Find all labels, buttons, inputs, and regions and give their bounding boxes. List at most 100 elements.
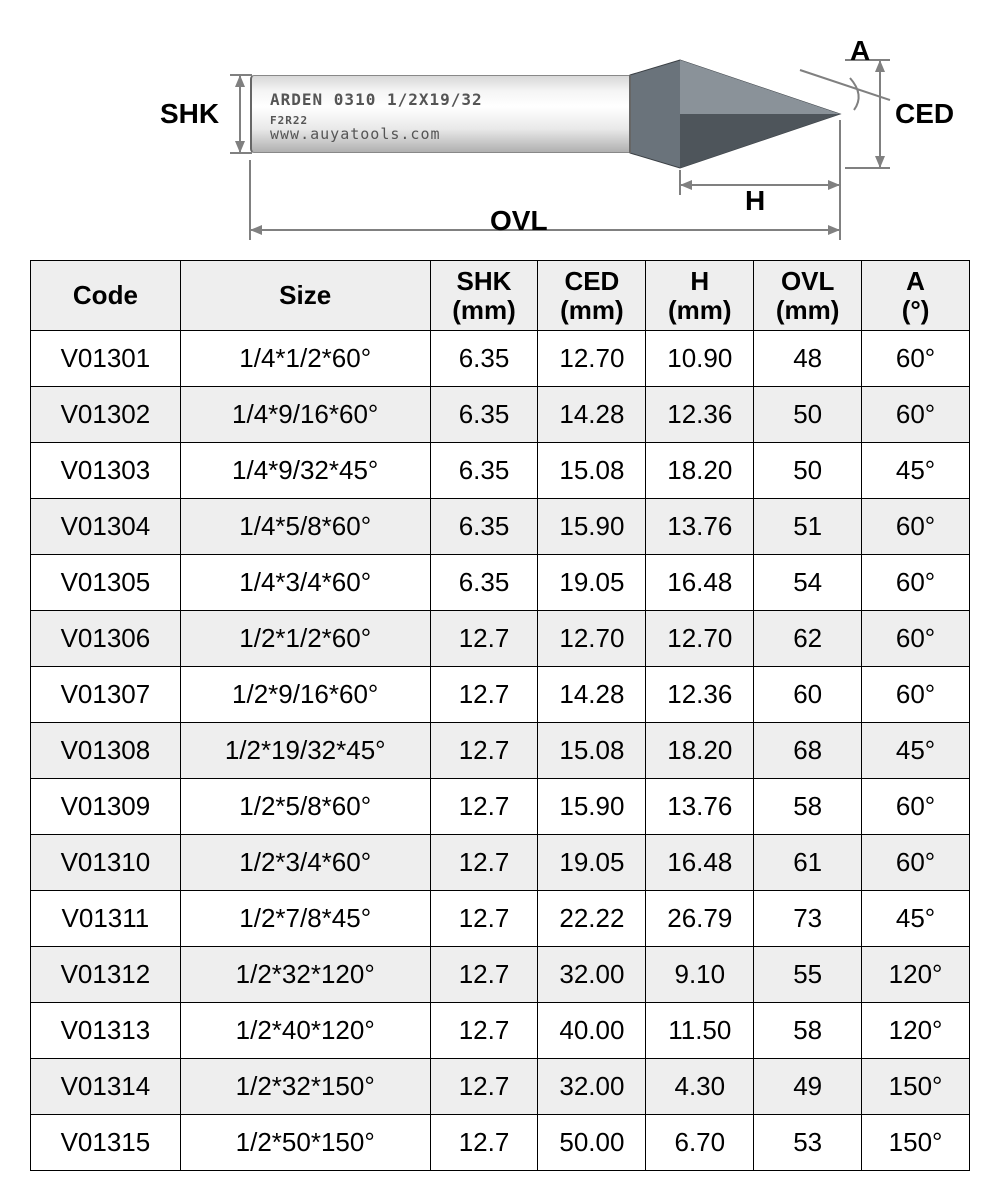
table-cell: 12.7	[430, 667, 538, 723]
table-cell: 61	[754, 835, 862, 891]
table-cell: V01303	[31, 443, 181, 499]
table-cell: 1/4*1/2*60°	[180, 331, 430, 387]
table-cell: 60°	[862, 779, 970, 835]
table-cell: 45°	[862, 723, 970, 779]
table-cell: V01312	[31, 947, 181, 1003]
table-cell: 1/2*40*120°	[180, 1003, 430, 1059]
table-cell: V01311	[31, 891, 181, 947]
table-cell: 1/2*50*150°	[180, 1115, 430, 1171]
table-cell: 60°	[862, 835, 970, 891]
table-row: V013141/2*32*150°12.732.004.3049150°	[31, 1059, 970, 1115]
table-cell: 60°	[862, 387, 970, 443]
table-cell: 120°	[862, 947, 970, 1003]
table-cell: 15.08	[538, 723, 646, 779]
table-cell: 32.00	[538, 1059, 646, 1115]
table-row: V013041/4*5/8*60°6.3515.9013.765160°	[31, 499, 970, 555]
table-cell: 60°	[862, 667, 970, 723]
table-row: V013121/2*32*120°12.732.009.1055120°	[31, 947, 970, 1003]
table-cell: 12.70	[646, 611, 754, 667]
table-cell: 68	[754, 723, 862, 779]
table-cell: 22.22	[538, 891, 646, 947]
header-text: Code	[73, 280, 138, 310]
table-cell: V01305	[31, 555, 181, 611]
table-body: V013011/4*1/2*60°6.3512.7010.904860°V013…	[31, 331, 970, 1171]
table-cell: 16.48	[646, 835, 754, 891]
table-cell: 1/4*9/32*45°	[180, 443, 430, 499]
table-cell: 6.35	[430, 555, 538, 611]
table-cell: 6.35	[430, 443, 538, 499]
table-cell: V01310	[31, 835, 181, 891]
table-cell: 51	[754, 499, 862, 555]
table-cell: 26.79	[646, 891, 754, 947]
table-row: V013031/4*9/32*45°6.3515.0818.205045°	[31, 443, 970, 499]
table-cell: 15.08	[538, 443, 646, 499]
table-row: V013021/4*9/16*60°6.3514.2812.365060°	[31, 387, 970, 443]
header-text: H	[690, 266, 709, 296]
table-row: V013051/4*3/4*60°6.3519.0516.485460°	[31, 555, 970, 611]
table-cell: 1/4*5/8*60°	[180, 499, 430, 555]
table-cell: 14.28	[538, 667, 646, 723]
table-cell: 1/2*19/32*45°	[180, 723, 430, 779]
header-text: CED	[564, 266, 619, 296]
table-cell: 13.76	[646, 779, 754, 835]
table-cell: V01306	[31, 611, 181, 667]
table-cell: 40.00	[538, 1003, 646, 1059]
table-cell: 4.30	[646, 1059, 754, 1115]
table-row: V013101/2*3/4*60°12.719.0516.486160°	[31, 835, 970, 891]
table-cell: 55	[754, 947, 862, 1003]
table-cell: 13.76	[646, 499, 754, 555]
col-header-ovl: OVL(mm)	[754, 261, 862, 331]
table-cell: V01313	[31, 1003, 181, 1059]
table-cell: 58	[754, 779, 862, 835]
col-header-a: A(°)	[862, 261, 970, 331]
table-cell: 16.48	[646, 555, 754, 611]
table-cell: V01301	[31, 331, 181, 387]
tool-diagram: ARDEN 0310 1/2X19/32 F2R22 www.auyatools…	[30, 20, 970, 250]
table-cell: 1/2*3/4*60°	[180, 835, 430, 891]
table-cell: 18.20	[646, 443, 754, 499]
table-cell: 60°	[862, 555, 970, 611]
table-cell: 60°	[862, 499, 970, 555]
table-cell: 12.7	[430, 1115, 538, 1171]
table-row: V013071/2*9/16*60°12.714.2812.366060°	[31, 667, 970, 723]
table-cell: V01308	[31, 723, 181, 779]
col-header-ced: CED(mm)	[538, 261, 646, 331]
tool-engraving-line2: www.auyatools.com	[270, 125, 441, 143]
label-shk: SHK	[160, 98, 219, 130]
table-cell: 12.7	[430, 947, 538, 1003]
table-cell: 1/2*5/8*60°	[180, 779, 430, 835]
table-cell: 19.05	[538, 835, 646, 891]
table-cell: 49	[754, 1059, 862, 1115]
table-cell: 50	[754, 387, 862, 443]
header-sub: (°)	[866, 296, 965, 325]
table-cell: 12.7	[430, 723, 538, 779]
table-cell: 1/2*32*150°	[180, 1059, 430, 1115]
table-cell: 19.05	[538, 555, 646, 611]
table-cell: 60	[754, 667, 862, 723]
table-cell: 53	[754, 1115, 862, 1171]
table-cell: 12.7	[430, 611, 538, 667]
label-ced: CED	[895, 98, 954, 130]
table-cell: 1/2*7/8*45°	[180, 891, 430, 947]
table-cell: 1/2*1/2*60°	[180, 611, 430, 667]
table-cell: 1/2*9/16*60°	[180, 667, 430, 723]
table-cell: 50.00	[538, 1115, 646, 1171]
col-header-shk: SHK(mm)	[430, 261, 538, 331]
table-cell: 12.7	[430, 891, 538, 947]
table-cell: V01315	[31, 1115, 181, 1171]
header-sub: (mm)	[542, 296, 641, 325]
table-cell: 10.90	[646, 331, 754, 387]
label-ovl: OVL	[490, 205, 548, 237]
table-cell: 12.70	[538, 611, 646, 667]
table-cell: 48	[754, 331, 862, 387]
table-cell: 45°	[862, 891, 970, 947]
header-text: SHK	[457, 266, 512, 296]
page-container: ARDEN 0310 1/2X19/32 F2R22 www.auyatools…	[0, 0, 1000, 1191]
table-cell: V01314	[31, 1059, 181, 1115]
col-header-code: Code	[31, 261, 181, 331]
spec-table: Code Size SHK(mm) CED(mm) H(mm) OVL(mm) …	[30, 260, 970, 1171]
table-cell: 12.7	[430, 835, 538, 891]
table-row: V013081/2*19/32*45°12.715.0818.206845°	[31, 723, 970, 779]
table-cell: 6.35	[430, 331, 538, 387]
table-row: V013061/2*1/2*60°12.712.7012.706260°	[31, 611, 970, 667]
